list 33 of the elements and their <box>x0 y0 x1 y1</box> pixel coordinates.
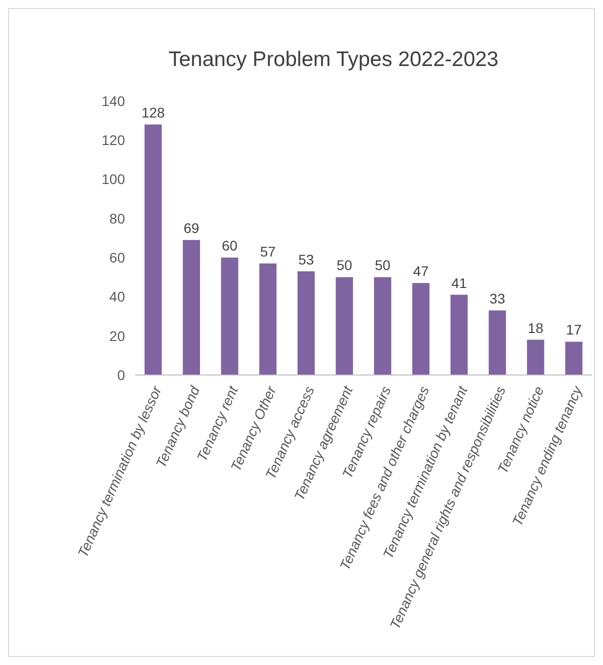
data-label: 33 <box>490 290 506 306</box>
chart-title: Tenancy Problem Types 2022-2023 <box>168 48 498 71</box>
data-label: 60 <box>222 238 238 254</box>
data-label: 128 <box>141 104 166 120</box>
y-tick-label: 20 <box>109 328 126 344</box>
data-label: 69 <box>184 220 200 236</box>
bar <box>412 283 430 375</box>
bar <box>221 258 238 375</box>
bar <box>182 240 200 375</box>
y-tick-label: 0 <box>117 366 126 383</box>
y-tick-label: 120 <box>102 132 126 148</box>
y-tick-label: 60 <box>109 249 126 266</box>
data-label: 53 <box>298 251 314 268</box>
y-tick-label: 40 <box>109 288 126 305</box>
bar <box>450 294 468 375</box>
bar <box>259 263 276 375</box>
bar <box>374 277 392 375</box>
data-label: 41 <box>451 274 468 291</box>
data-label: 17 <box>566 322 582 338</box>
data-label: 50 <box>336 257 352 274</box>
bar <box>336 277 353 375</box>
data-label: 18 <box>528 320 544 336</box>
y-tick-label: 80 <box>109 210 126 226</box>
bar <box>298 271 315 375</box>
data-label: 47 <box>413 263 429 280</box>
bar <box>144 124 162 375</box>
data-label: 50 <box>374 257 391 274</box>
bar <box>488 310 506 375</box>
data-label: 57 <box>260 243 276 260</box>
y-tick-label: 100 <box>102 171 126 188</box>
bar <box>565 342 582 375</box>
bar <box>526 340 544 375</box>
y-tick-label: 140 <box>102 92 126 109</box>
